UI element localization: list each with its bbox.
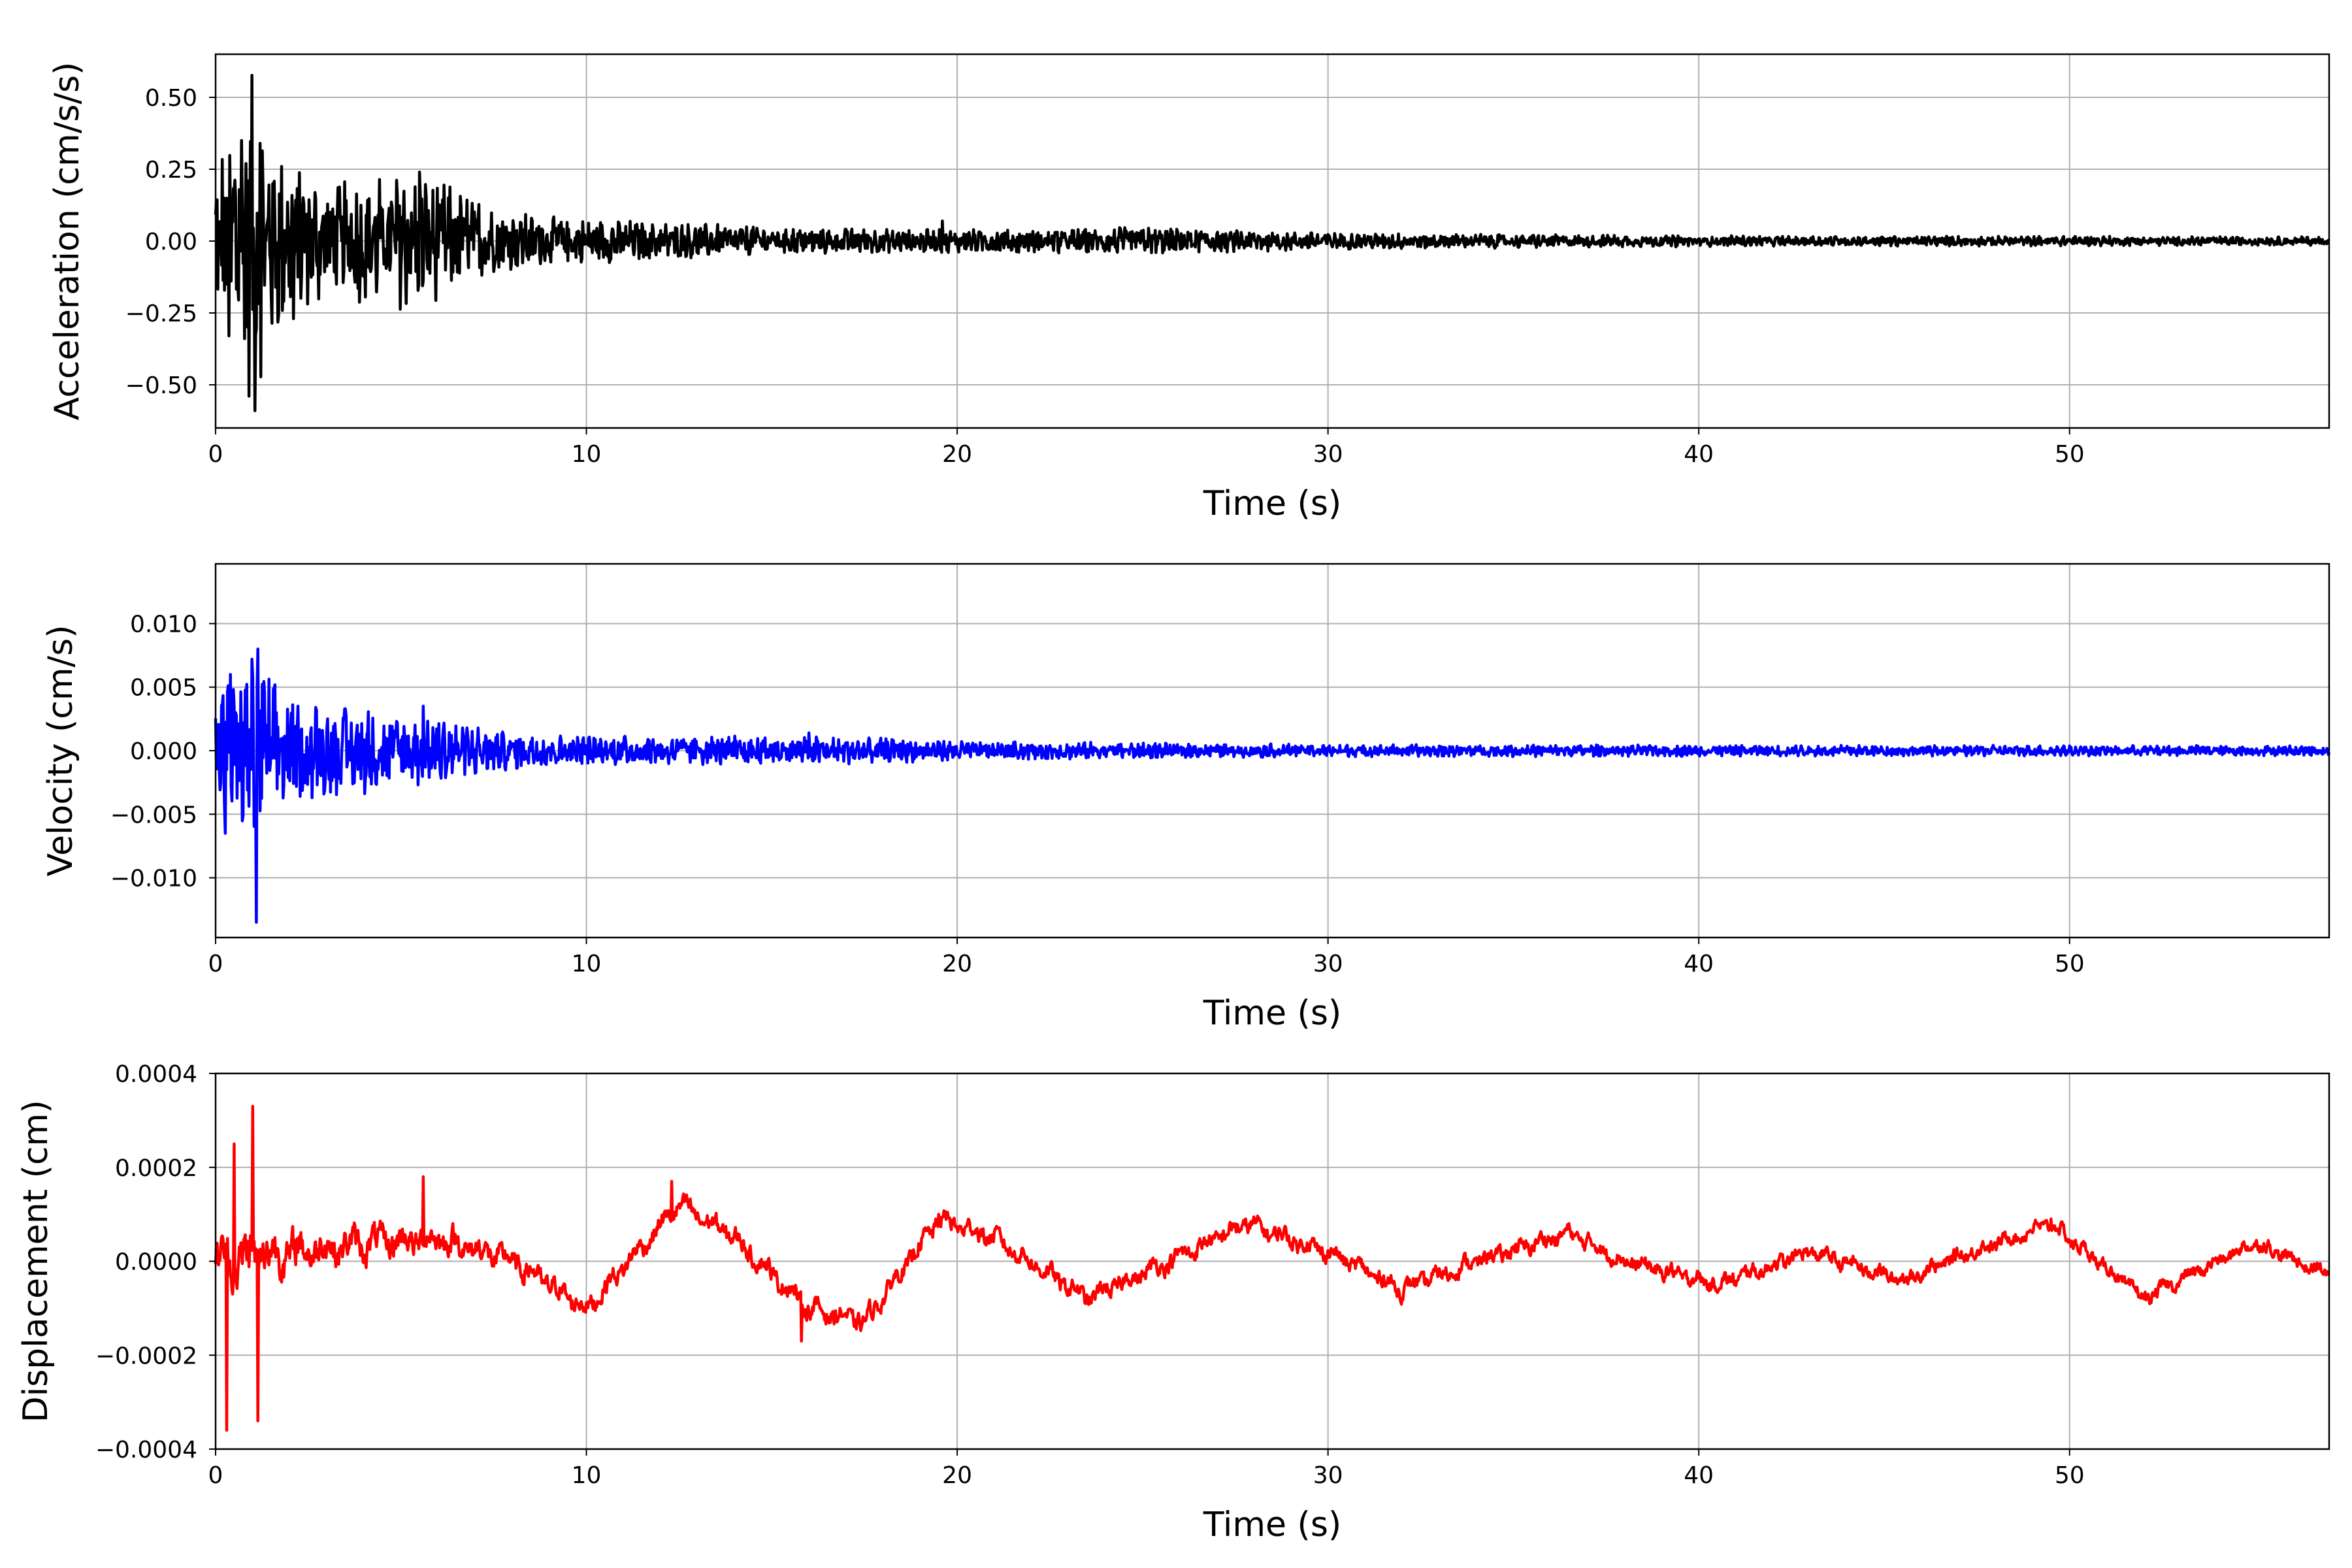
- acceleration-xtick-label: 30: [1313, 441, 1343, 468]
- acceleration-line: [214, 73, 2330, 412]
- acceleration-xtick-label: 40: [1684, 441, 1714, 468]
- acceleration-ytick-label: 0.25: [145, 157, 197, 184]
- displacement-ytick-label: 0.0004: [115, 1061, 197, 1088]
- acceleration-ytick-label: 0.00: [145, 229, 197, 255]
- displacement-xtick-label: 0: [208, 1462, 223, 1489]
- acceleration-xtick-label: 20: [942, 441, 972, 468]
- displacement-ytick-label: −0.0004: [95, 1437, 197, 1463]
- acceleration-ticks: 0 10 20 30 40 50 −0.50 −0.25 0.00 0.25 0.50: [125, 85, 2085, 468]
- velocity-xtick-label: 30: [1313, 951, 1343, 977]
- acceleration-ytick-label: 0.50: [145, 85, 197, 112]
- velocity-xtick-label: 10: [572, 951, 602, 977]
- acceleration-panel: 0 10 20 30 40 50 −0.50 −0.25 0.00 0.25 0.50 Time (…: [48, 53, 2330, 523]
- velocity-xtick-label: 50: [2055, 951, 2085, 977]
- acceleration-xtick-label: 0: [208, 441, 223, 468]
- displacement-xtick-label: 40: [1684, 1462, 1714, 1489]
- velocity-x-axis-label: Time (s): [1203, 994, 1341, 1033]
- velocity-ytick-label: −0.005: [110, 802, 197, 828]
- velocity-xtick-label: 40: [1684, 951, 1714, 977]
- velocity-ticks: 0 10 20 30 40 50 −0.010 −0.005 0.000 0.005 0.010: [110, 611, 2085, 977]
- displacement-x-axis-label: Time (s): [1203, 1505, 1341, 1544]
- displacement-ytick-label: −0.0002: [95, 1343, 197, 1369]
- velocity-ytick-label: 0.000: [130, 738, 197, 765]
- displacement-ytick-label: 0.0000: [115, 1249, 197, 1276]
- displacement-xtick-label: 30: [1313, 1462, 1343, 1489]
- displacement-ticks: 0 10 20 30 40 50 −0.0004 −0.0002 0.0000 0.0002 0.0…: [95, 1061, 2085, 1489]
- displacement-series: [214, 1105, 2330, 1432]
- acceleration-xtick-label: 50: [2055, 441, 2085, 468]
- displacement-xtick-label: 20: [942, 1462, 972, 1489]
- velocity-ytick-label: 0.005: [130, 675, 197, 702]
- acceleration-series: [214, 73, 2330, 412]
- displacement-xtick-label: 50: [2055, 1462, 2085, 1489]
- displacement-panel: 0 10 20 30 40 50 −0.0004 −0.0002 0.0000 0.0002 0.0…: [16, 1061, 2330, 1544]
- acceleration-y-axis-label: Acceleration (cm/s/s): [48, 62, 87, 421]
- velocity-ytick-label: 0.010: [130, 611, 197, 638]
- acceleration-x-axis-label: Time (s): [1203, 484, 1341, 523]
- acceleration-xtick-label: 10: [572, 441, 602, 468]
- displacement-xtick-label: 10: [572, 1462, 602, 1489]
- velocity-panel: 0 10 20 30 40 50 −0.010 −0.005 0.000 0.005 0.010 T…: [41, 563, 2331, 1033]
- velocity-xtick-label: 20: [942, 951, 972, 977]
- velocity-ytick-label: −0.010: [110, 866, 197, 892]
- velocity-line: [214, 647, 2331, 924]
- velocity-y-axis-label: Velocity (cm/s): [41, 625, 80, 877]
- displacement-y-axis-label: Displacement (cm): [16, 1100, 56, 1423]
- velocity-xtick-label: 0: [208, 951, 223, 977]
- displacement-ytick-label: 0.0002: [115, 1155, 197, 1182]
- acceleration-ytick-label: −0.50: [125, 372, 197, 399]
- velocity-series: [214, 647, 2331, 924]
- displacement-line: [214, 1105, 2330, 1432]
- acceleration-ytick-label: −0.25: [125, 301, 197, 327]
